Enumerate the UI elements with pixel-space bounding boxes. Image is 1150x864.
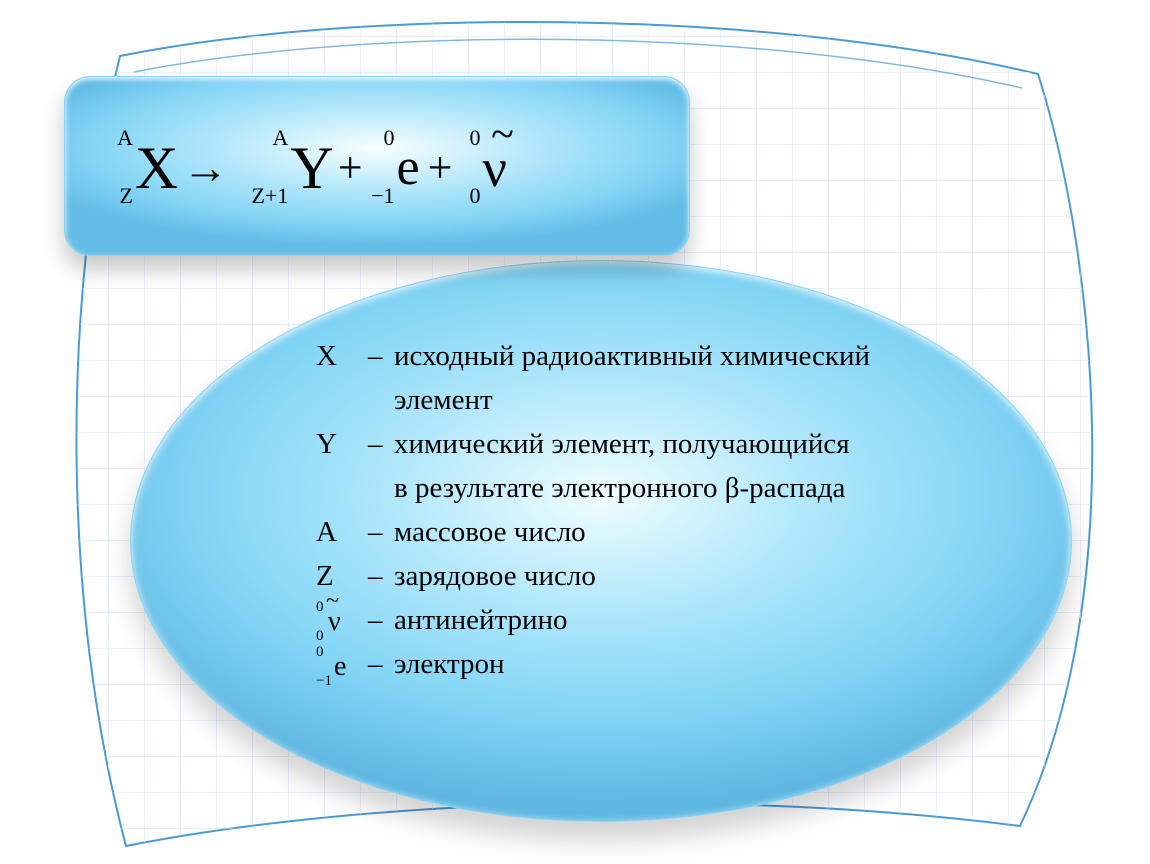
legend-key: 00~ν	[316, 598, 368, 642]
legend-dash: –	[368, 598, 394, 642]
legend-desc: исходный радиоактивный химическийэлемент	[394, 334, 1056, 422]
legend-row: Z–зарядовое число	[316, 554, 1056, 598]
legend-key: Z	[316, 554, 368, 598]
legend-dash: –	[368, 642, 394, 686]
legend-desc: электрон	[394, 642, 1056, 686]
legend-desc: массовое число	[394, 510, 1056, 554]
legend-dash: –	[368, 334, 394, 378]
legend-row: 00~ν–антинейтрино	[316, 598, 1056, 642]
legend-key: Y	[316, 422, 368, 466]
legend-list: X–исходный радиоактивный химическийэлеме…	[316, 334, 1056, 687]
stage: AZX→ AZ+1Y+0−1e +00~ν X–исходный радиоак…	[0, 0, 1150, 864]
beta-decay-formula: AZX→ AZ+1Y+0−1e +00~ν	[97, 123, 522, 213]
legend-row: A–массовое число	[316, 510, 1056, 554]
legend-desc: антинейтрино	[394, 598, 1056, 642]
legend-key: A	[316, 510, 368, 554]
legend-row: X–исходный радиоактивный химическийэлеме…	[316, 334, 1056, 422]
legend-dash: –	[368, 422, 394, 466]
legend-desc: химический элемент, получающийсяв резуль…	[394, 422, 1056, 510]
legend-row: 0−1e–электрон	[316, 642, 1056, 686]
legend-dash: –	[368, 554, 394, 598]
legend-row: Y–химический элемент, получающийсяв резу…	[316, 422, 1056, 510]
legend-desc: зарядовое число	[394, 554, 1056, 598]
legend-key: X	[316, 334, 368, 378]
formula-box: AZX→ AZ+1Y+0−1e +00~ν	[64, 76, 690, 256]
legend-key: 0−1e	[316, 642, 368, 686]
legend-dash: –	[368, 510, 394, 554]
